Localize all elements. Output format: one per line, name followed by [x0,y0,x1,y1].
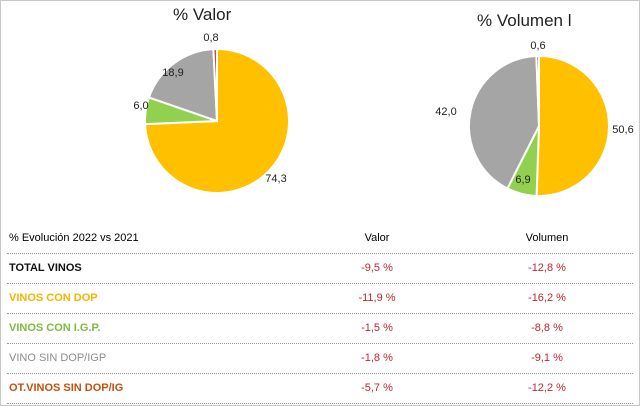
table-row: OT.VINOS SIN DOP/IG -5,7 % -12,2 % [7,373,633,404]
row-volumen: -9,1 % [531,352,563,364]
pie-slice [535,54,540,127]
table-row: TOTAL VINOS -9,5 % -12,8 % [7,253,633,284]
row-label: VINOS CON I.G.P. [9,322,101,334]
slice-label: 18,9 [162,67,183,79]
header-valor: Valor [364,232,390,244]
row-volumen: -12,8 % [528,262,566,274]
slice-label: 50,6 [612,124,633,136]
row-valor: -1,8 % [361,352,393,364]
table-row: VINOS CON I.G.P. -1,5 % -8,8 % [7,313,633,344]
slice-label: 74,3 [265,173,286,185]
header-volumen: Volumen [525,232,569,244]
row-label: VINOS CON DOP [9,292,98,304]
pie-slice [535,54,610,197]
slice-label: 6,9 [515,174,530,186]
row-valor: -11,9 % [358,292,396,304]
header-evolucion: % Evolución 2022 vs 2021 [9,232,139,244]
slice-label: 6,0 [133,100,148,112]
row-valor: -1,5 % [361,322,393,334]
row-label: VINO SIN DOP/IGP [9,352,107,364]
slice-label: 0,6 [530,40,545,52]
row-volumen: -8,8 % [531,322,563,334]
pie-charts: 74,3 6,0 18,9 0,8 50,6 6,9 42,0 0,6 [133,32,634,197]
chart-title-volumen: % Volumen l [477,11,572,30]
slice-label: 0,8 [203,32,218,44]
table-row: VINOS CON DOP -11,9 % -16,2 % [7,283,633,314]
row-volumen: -12,2 % [528,382,566,394]
row-volumen: -16,2 % [528,292,566,304]
slice-label: 42,0 [435,106,456,118]
row-label: TOTAL VINOS [9,262,82,274]
table-row: VINO SIN DOP/IGP -1,8 % -9,1 % [7,343,633,374]
pie-slice [212,47,218,122]
chart-title-valor: % Valor [173,5,232,24]
row-valor: -5,7 % [361,382,393,394]
table-header: % Evolución 2022 vs 2021 Valor Volumen [7,223,633,254]
row-valor: -9,5 % [361,262,393,274]
pie-slice [468,55,541,190]
pie-slice [147,48,219,123]
row-label: OT.VINOS SIN DOP/IG [9,382,124,394]
